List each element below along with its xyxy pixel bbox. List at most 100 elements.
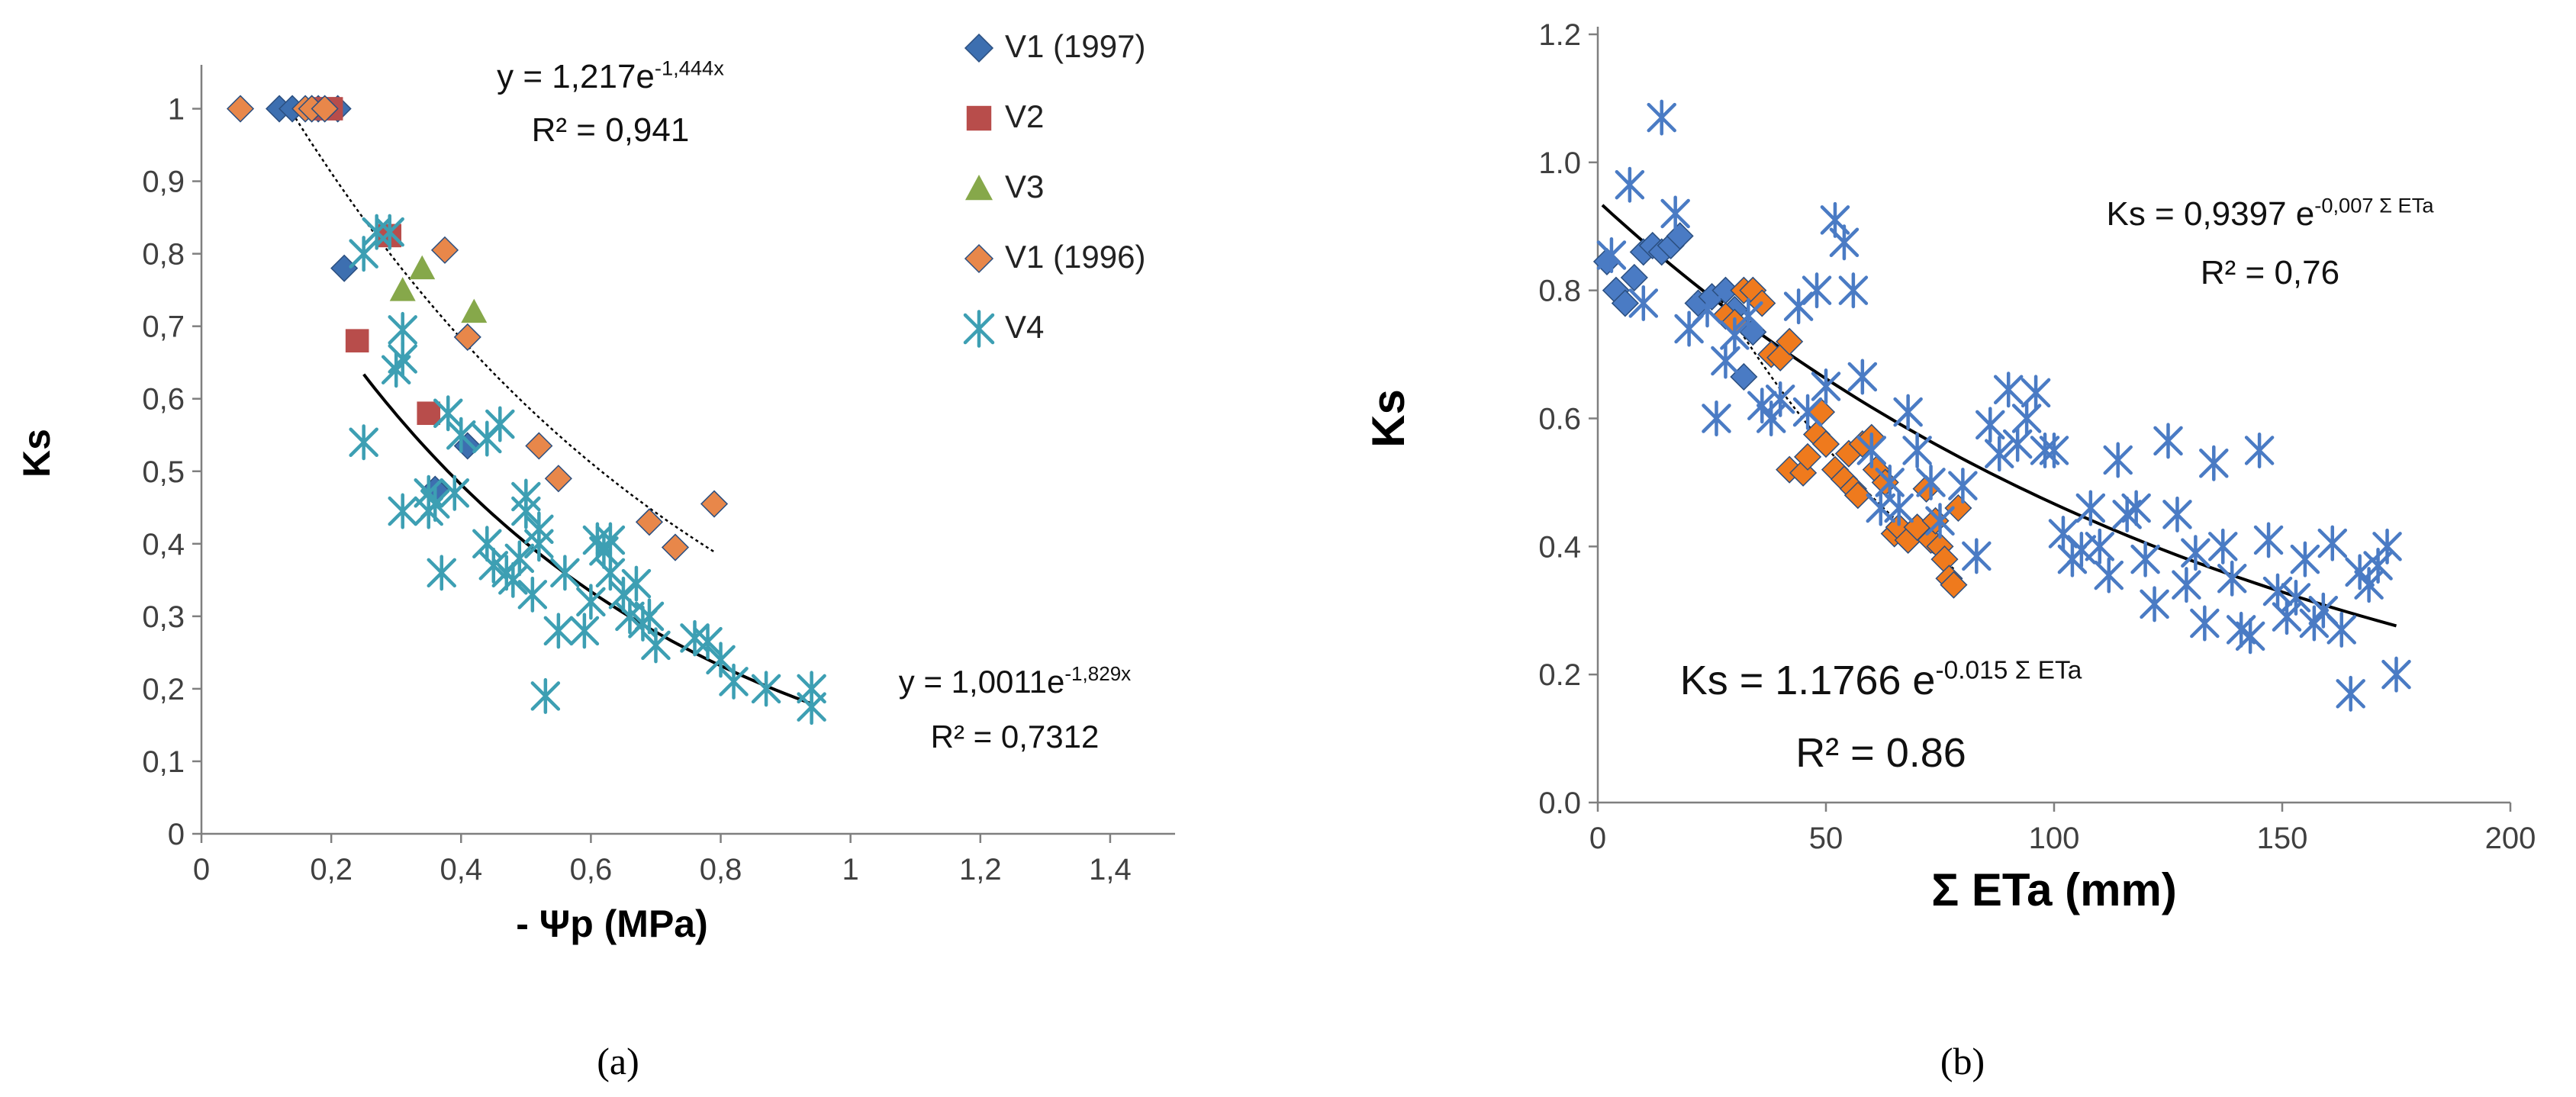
trendline-r2-1: R² = 0,76 [2201, 254, 2339, 291]
data-point [440, 475, 470, 511]
data-point [1702, 401, 1731, 436]
data-point [543, 613, 574, 649]
data-point [2153, 423, 2183, 459]
data-point [1615, 166, 1645, 203]
y-tick-label: 0,3 [142, 600, 185, 634]
y-tick-label: 0,1 [142, 745, 185, 779]
x-tick-label: 0,8 [700, 853, 742, 886]
data-point [635, 508, 664, 536]
data-point [388, 340, 417, 377]
data-point [2172, 567, 2201, 603]
trendline-equation-1: Ks = 0,9397 e-0,007 Σ ETa [2106, 193, 2434, 233]
data-point [1783, 288, 1814, 325]
x-tick-label: 1 [842, 853, 859, 886]
data-point [1647, 99, 1676, 136]
data-point [693, 623, 723, 660]
data-point [751, 671, 781, 707]
data-point [525, 432, 553, 460]
data-point [226, 95, 255, 123]
data-point [2085, 528, 2115, 565]
x-axis-title: Σ ETa (mm) [1931, 864, 2177, 915]
data-point [2103, 442, 2133, 478]
y-axis-title: Ks [15, 429, 58, 478]
y-tick-label: 0,7 [142, 310, 185, 344]
data-point [311, 95, 339, 123]
x-tick-label: 0 [193, 853, 210, 886]
series-1 [266, 95, 481, 503]
x-tick-label: 200 [2485, 822, 2536, 855]
y-axis-title: Ks [1363, 389, 1414, 448]
equation-exponent: -1,444x [655, 56, 724, 79]
data-point [349, 424, 378, 461]
y-tick-label: 0.0 [1538, 787, 1581, 820]
data-point [375, 214, 404, 250]
data-point [345, 329, 369, 352]
equation-exponent: -0,007 Σ ETa [2314, 193, 2434, 217]
data-point [2162, 496, 2192, 532]
trendline-r2-2: R² = 0.86 [1795, 730, 1966, 776]
data-point [1902, 432, 1932, 468]
x-axis-title: - Ψp (MPa) [516, 902, 708, 945]
data-point [2039, 432, 2069, 468]
trendline-r2-1: R² = 0,941 [532, 111, 690, 149]
data-point [1611, 289, 1639, 317]
data-point [2336, 675, 2365, 712]
x-tick-label: 0,2 [310, 853, 353, 886]
y-tick-label: 0.2 [1538, 658, 1581, 692]
data-point [478, 547, 509, 584]
data-point [485, 406, 515, 442]
series-2 [1711, 276, 1972, 599]
data-point [1962, 538, 1992, 574]
y-tick-label: 0 [168, 818, 185, 851]
legend-marker [964, 33, 994, 63]
data-point [1811, 368, 1841, 405]
legend-label: V1 (1997) [1005, 28, 1145, 64]
data-point [417, 401, 441, 426]
data-point [621, 565, 652, 602]
data-point [1847, 359, 1878, 395]
data-point [1838, 272, 1869, 309]
y-tick-label: 1.0 [1538, 146, 1581, 180]
series-5 [349, 214, 826, 725]
data-point [446, 417, 476, 453]
x-tick-label: 0,6 [570, 853, 613, 886]
data-point [349, 236, 378, 272]
data-point [2253, 522, 2284, 558]
data-point [1940, 571, 1968, 599]
data-point [472, 526, 502, 562]
legend-marker [963, 310, 995, 348]
data-point [2199, 445, 2229, 481]
legend-label: V4 [1005, 309, 1044, 345]
data-point [2317, 525, 2348, 561]
data-point [1811, 430, 1840, 458]
equation-base: Ks = 0,9397 e [2106, 195, 2314, 233]
data-point [389, 277, 416, 301]
data-point [1993, 372, 2024, 408]
x-tick-label: 150 [2257, 822, 2308, 855]
data-point [634, 598, 665, 635]
data-point [388, 493, 417, 529]
data-point [2326, 611, 2356, 648]
data-point [2372, 528, 2402, 565]
x-tick-label: 50 [1809, 822, 1843, 855]
data-point [504, 540, 535, 577]
data-point [1884, 490, 1914, 526]
data-point [700, 490, 729, 518]
y-tick-label: 0,8 [142, 238, 185, 272]
series-3 [1596, 99, 2411, 712]
data-point [2181, 535, 2211, 571]
data-point [2235, 618, 2265, 655]
data-point [1925, 503, 1955, 539]
data-point [1984, 436, 2014, 472]
legend-label: V2 [1005, 98, 1044, 134]
data-point [1666, 222, 1694, 250]
data-point [2190, 605, 2220, 642]
data-point [1660, 195, 1690, 232]
data-point [1776, 327, 1804, 355]
y-tick-label: 0,6 [142, 383, 185, 417]
data-point [661, 533, 690, 561]
data-point [430, 236, 459, 264]
data-point [2381, 656, 2411, 693]
data-point [550, 555, 580, 591]
data-point [1807, 398, 1836, 426]
